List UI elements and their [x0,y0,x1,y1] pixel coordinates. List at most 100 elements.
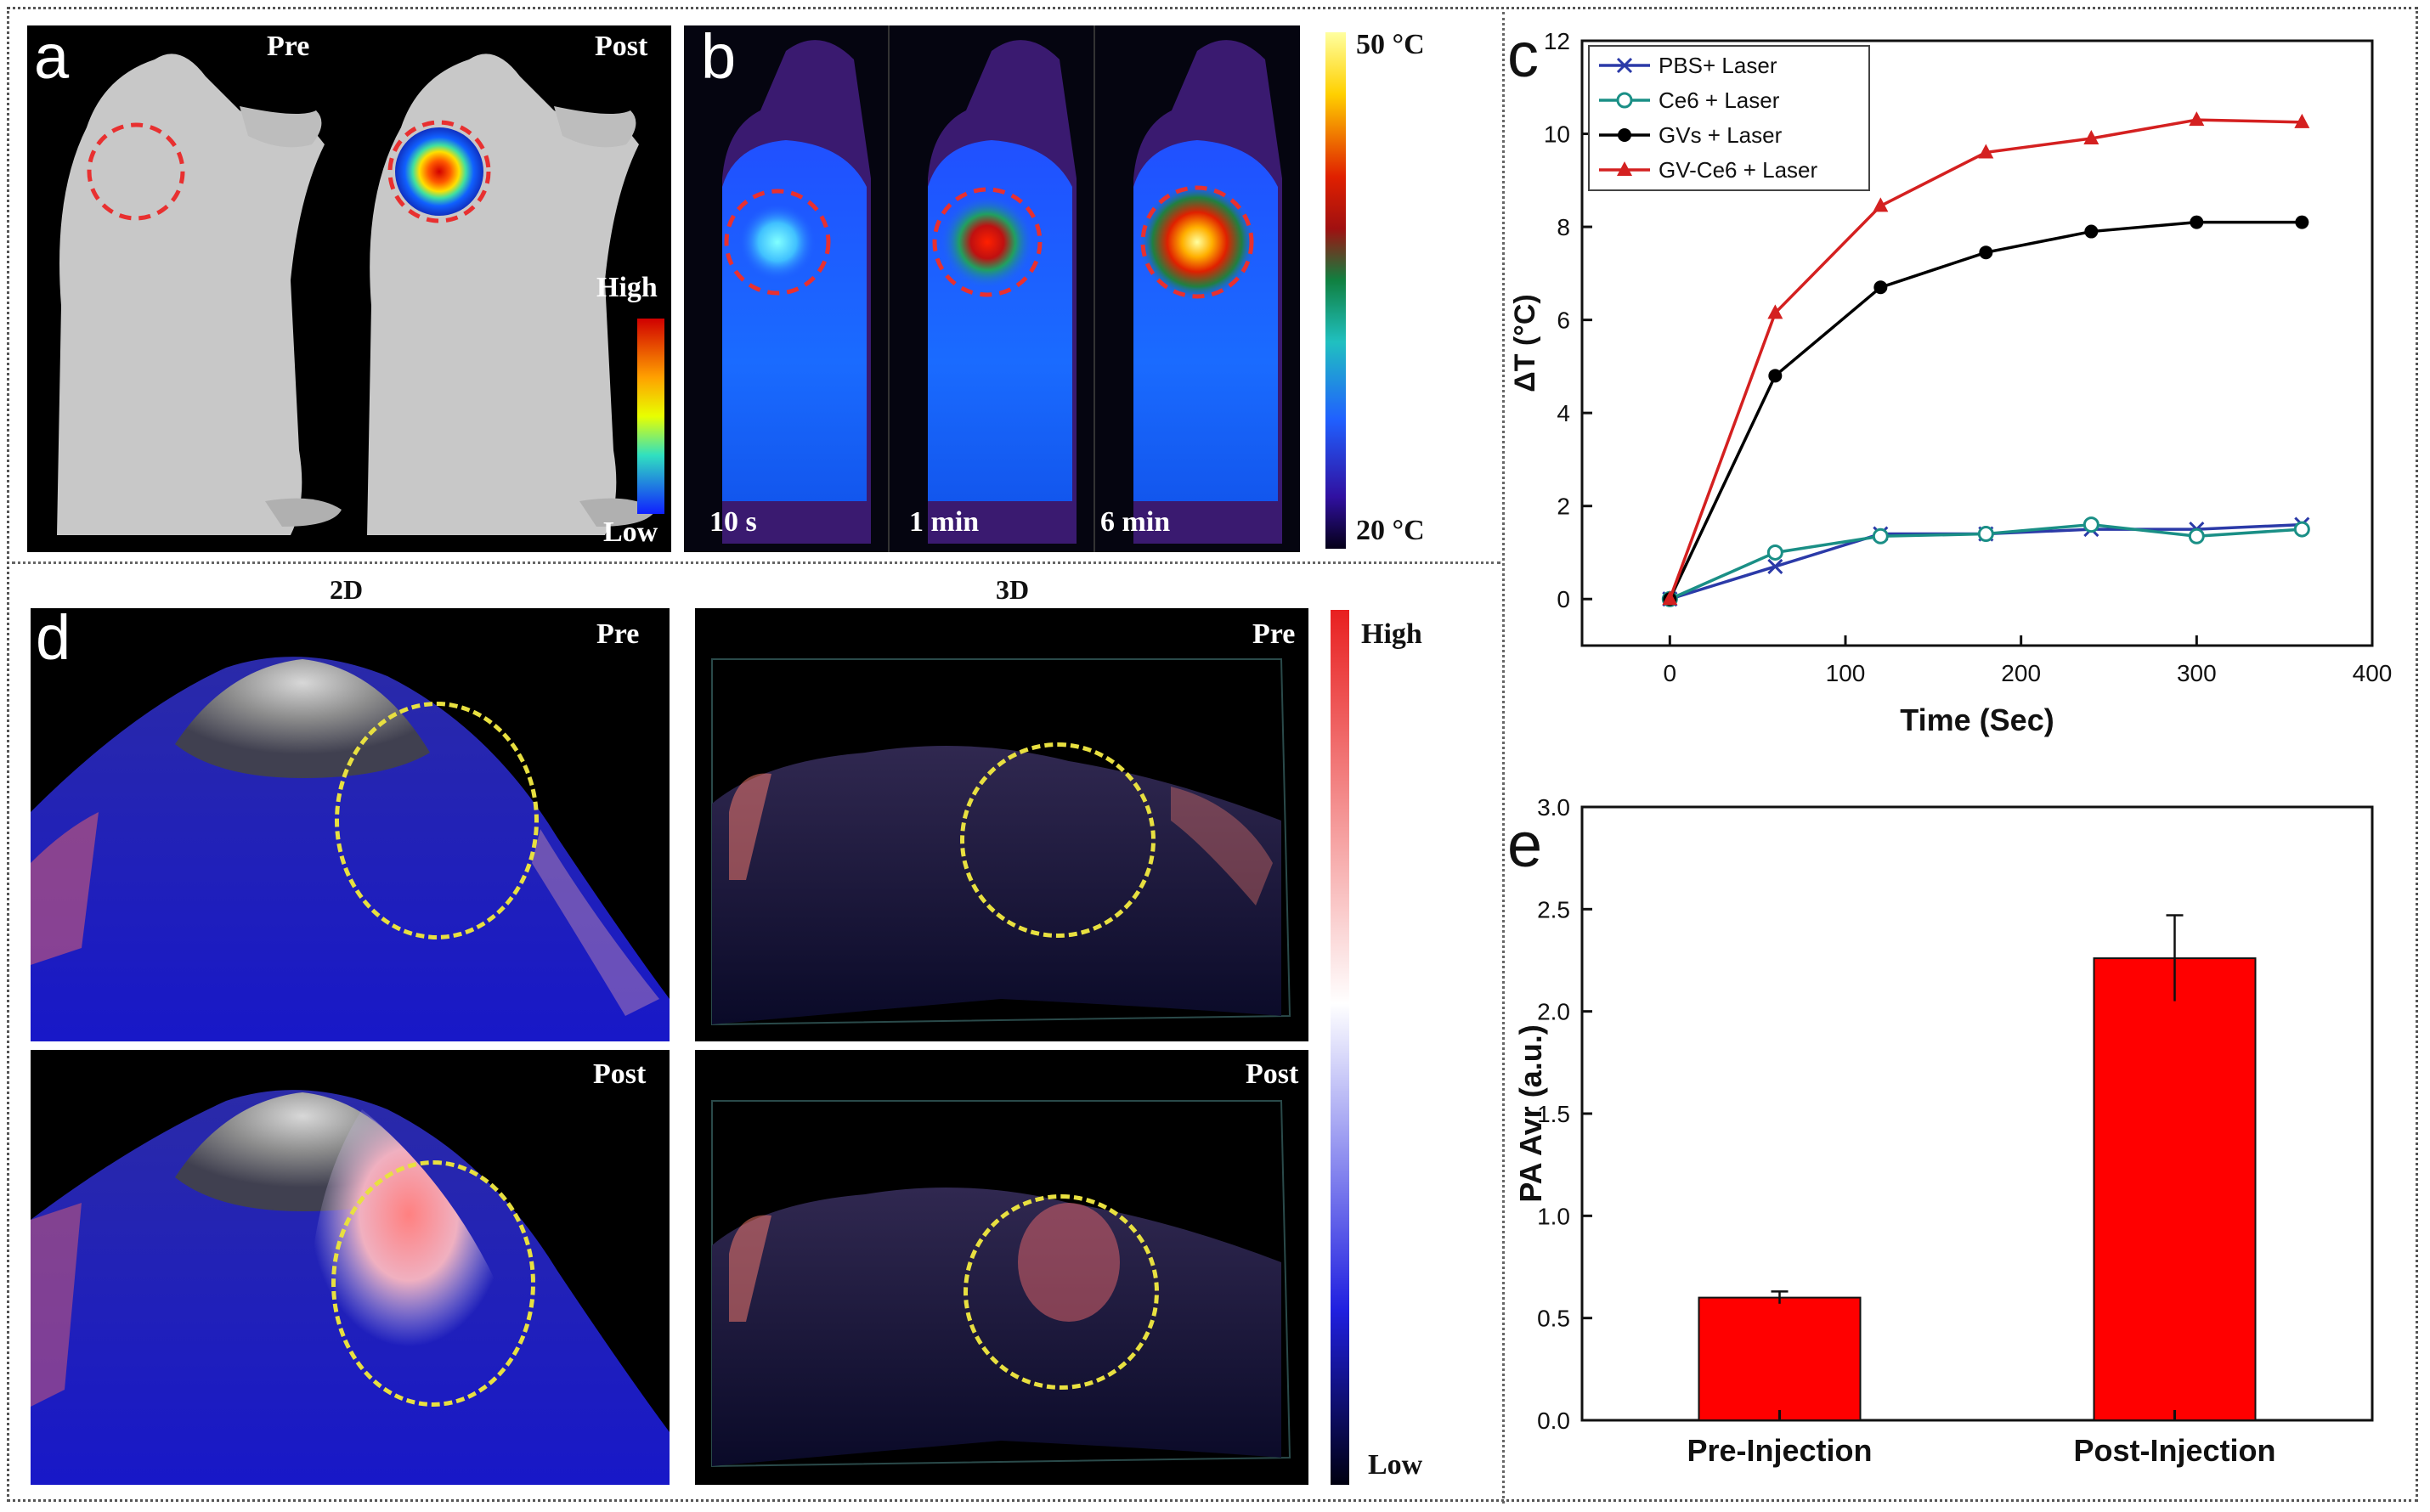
data-point [1873,197,1889,212]
divider-horizontal [12,561,1500,564]
panel-d-3d-pre-image: Pre [695,608,1308,1041]
data-point [1767,304,1783,319]
data-point [2190,215,2204,229]
data-point [1662,590,1678,606]
pa-scale-high: High [1361,618,1422,650]
y-tick-label: 3.0 [1537,794,1570,821]
figure-frame [7,7,2418,1502]
x-tick-label: 300 [2177,660,2217,686]
y-tick-label: 8 [1557,214,1570,240]
x-tick-label: 200 [2001,660,2041,686]
y-axis-label: ΔT (°C) [1509,294,1541,392]
data-point [1873,280,1888,295]
bar [2093,957,2257,1422]
roi-ellipse-2d-post [331,1160,535,1407]
divider-vertical [1502,12,1505,1504]
x-tick-label: 0 [1664,660,1677,686]
legend: PBS+ Laser Ce6 + Laser GVs + Laser GV-Ce6 +… [1588,45,1870,191]
roi-ellipse-2d-pre [335,702,539,939]
data-point [2295,215,2309,229]
data-point [1872,528,1889,544]
thermal-scale-max: 50 °C [1356,29,1425,60]
data-point [2294,113,2310,128]
y-tick-label: 2 [1557,494,1570,520]
post-label: Post [595,31,648,62]
legend-marker [1617,161,1632,176]
thermal-scale-min: 20 °C [1356,515,1425,546]
panel-e-label: e [1507,810,1542,880]
data-point [1979,245,1993,260]
legend-box [1588,45,1870,191]
panel-d-3d-post-image: Post [695,1050,1308,1485]
y-tick-label: 4 [1557,400,1570,426]
x-tick-label: Pre-Injection [1687,1433,1872,1468]
panel-d-header-2d: 2D [330,574,364,605]
legend-entry: Ce6 + Laser [1659,87,1780,113]
x-tick-label: 400 [2353,660,2393,686]
tumor-circle-post [387,120,491,223]
time-label-3: 6 min [1100,506,1171,538]
thermal-scale-bar [1325,32,1346,549]
roi-ellipse-3d-pre [960,742,1156,938]
x-tick-label: Post-Injection [2073,1433,2275,1468]
data-point [1768,369,1783,383]
legend-marker [1616,92,1633,109]
luminescence-scale-bar [637,319,664,514]
data-point [2188,528,2205,544]
data-point [2083,130,2099,145]
data-point [1978,144,1994,159]
y-tick-label: 1.0 [1537,1203,1570,1229]
panel-a-image: a Pre Post High Low [27,25,671,552]
series-3 [1662,111,2310,606]
legend-marker [1618,128,1631,142]
plot-frame [1580,39,2374,647]
luminescence-spot [395,127,483,216]
panel-c-label: c [1507,20,1539,90]
panel-d-2d-pre-image: d Pre [31,608,670,1041]
y-tick-label: 6 [1557,307,1570,334]
tumor-circle-pre [87,122,185,221]
scale-low-label: Low [603,516,658,548]
panel-d-label: d [36,608,71,673]
data-point [1766,544,1783,561]
data-point [2189,111,2205,127]
post-label-2d: Post [593,1058,647,1090]
legend-marker [1616,57,1633,74]
pre-label-3d: Pre [1252,618,1296,650]
series-1 [1661,516,2310,607]
x-axis-label: Time (Sec) [1900,702,2054,737]
thermal-image [684,25,1300,552]
y-tick-label: 2.5 [1537,896,1570,922]
series-2 [1663,215,2309,606]
bar [1698,1296,1862,1421]
x-tick-label: 100 [1826,660,1866,686]
legend-entry: GV-Ce6 + Laser [1659,157,1817,183]
data-point [1767,558,1783,574]
y-tick-label: 0.5 [1537,1306,1570,1332]
panel-d-2d-post-image: Post [31,1050,670,1485]
data-point [1977,526,1994,543]
panel-a-label: a [34,25,70,92]
data-point [2082,516,2099,533]
y-tick-label: 0.0 [1537,1408,1570,1434]
time-label-1: 10 s [709,506,757,538]
legend-entry: PBS+ Laser [1659,53,1777,78]
legend-entry: GVs + Laser [1659,122,1783,148]
series-line [1668,220,2303,600]
pre-label: Pre [267,31,310,62]
post-label-3d: Post [1246,1058,1299,1090]
panel-c-chart: c 0 100 200 300 400 0 2 4 6 8 10 12 Time (Sec) ΔT (°C)… [1507,20,2393,737]
y-axis-label: PA Avr (a.u.) [1513,1024,1548,1202]
pa-scale-low: Low [1368,1449,1423,1481]
y-tick-label: 2.0 [1537,999,1570,1025]
y-tick-label: 1.5 [1537,1101,1570,1127]
pre-label-2d: Pre [596,618,640,650]
data-point [2084,224,2099,239]
roi-ellipse-3d-post [964,1194,1159,1390]
pa-scale-bar [1331,610,1349,1485]
data-point [2293,521,2310,538]
panel-b-image: b 10 s 1 min 6 min [684,25,1300,552]
time-label-2: 1 min [909,506,980,538]
y-tick-label: 12 [1544,28,1570,54]
mouse-luminescence-image [57,54,664,536]
